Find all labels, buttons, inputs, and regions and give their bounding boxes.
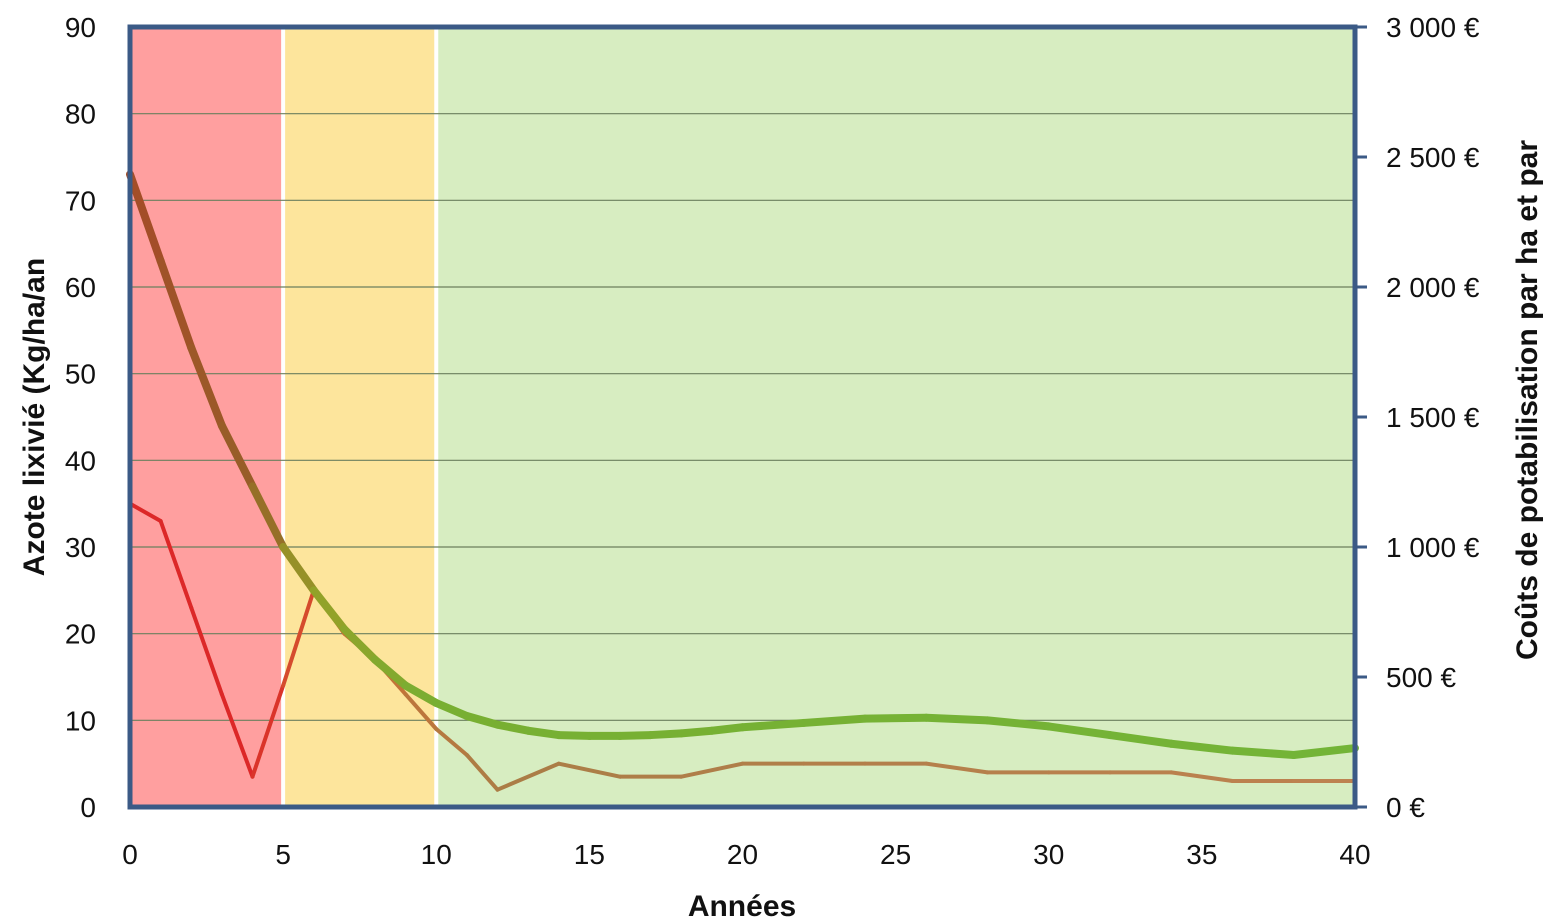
zone-1 (283, 27, 437, 807)
series-0-segment-1 (158, 519, 194, 610)
series-0-segment-11 (464, 753, 500, 792)
series-0-segment-4 (250, 683, 286, 779)
y-left-tick-label: 10 (65, 705, 96, 736)
y-left-tick-label: 60 (65, 272, 96, 303)
series-1 (126, 170, 1359, 759)
y-right-tick-label: 1 000 € (1386, 532, 1480, 563)
series-1-segment-19 (707, 723, 747, 735)
y-left-tick-label: 40 (65, 445, 96, 476)
x-tick-label: 25 (880, 839, 911, 870)
x-tick-label: 35 (1186, 839, 1217, 870)
left-axis-title: Azote lixivié (Kg/ha/an (18, 258, 51, 576)
zone-0 (130, 27, 284, 807)
zone-2 (436, 27, 1355, 807)
x-tick-label: 10 (421, 839, 452, 870)
y-left-tick-label: 90 (65, 12, 96, 43)
series-1-segment-12 (493, 720, 533, 735)
series-0-segment-19 (924, 761, 990, 775)
series-1-segment-8 (371, 655, 410, 690)
x-tick-label: 40 (1339, 839, 1370, 870)
y-right-tick-label: 500 € (1386, 662, 1456, 693)
x-tick-label: 30 (1033, 839, 1064, 870)
series-0-segment-12 (495, 761, 561, 792)
series-0-segment-9 (403, 692, 439, 731)
y-right-tick-label: 1 500 € (1386, 402, 1480, 433)
x-axis-ticks: 0 5 10 15 20 25 30 35 40 (122, 839, 1370, 870)
series-1-segment-22 (861, 713, 931, 723)
series-1-segment-4 (248, 482, 288, 551)
series-0-segment-0 (128, 501, 163, 523)
y-right-tick-label: 3 000 € (1386, 12, 1480, 43)
series-1-segment-0 (126, 170, 165, 265)
background-zones (130, 27, 1355, 807)
series-0-segment-13 (556, 761, 622, 779)
series-0-segment-3 (219, 692, 255, 779)
series-1-segment-28 (1228, 746, 1298, 759)
x-axis-title: Années (688, 890, 796, 923)
x-tick-label: 15 (574, 839, 605, 870)
series-1-segment-27 (1167, 739, 1237, 755)
left-axis-ticks: 0 10 20 30 40 50 60 70 80 90 (65, 12, 96, 823)
series-1-segment-25 (1044, 722, 1114, 740)
y-right-tick-label: 2 500 € (1386, 142, 1480, 173)
series-1-segment-7 (340, 625, 379, 664)
y-left-tick-label: 30 (65, 532, 96, 563)
series-1-segment-17 (646, 729, 686, 740)
series-1-segment-13 (524, 726, 563, 740)
series-1-segment-21 (799, 714, 869, 727)
series-0 (128, 501, 1357, 792)
series-1-segment-20 (738, 718, 808, 732)
series-1-segment-26 (1106, 731, 1176, 748)
y-left-tick-label: 0 (80, 792, 96, 823)
right-axis-ticks: 0 € 500 € 1 000 € 1 500 € 2 000 € 2 500 € 3 00… (1355, 12, 1480, 823)
series-1-segment-23 (922, 713, 992, 725)
y-right-tick-label: 0 € (1386, 792, 1425, 823)
x-tick-label: 5 (275, 839, 291, 870)
series-1-segment-29 (1289, 744, 1359, 759)
series-1-segment-16 (616, 731, 655, 740)
y-left-tick-label: 80 (65, 99, 96, 130)
y-left-tick-label: 50 (65, 359, 96, 390)
series-0-segment-2 (189, 605, 224, 697)
series-1-segment-3 (217, 421, 257, 491)
series-1-segment-9 (401, 681, 441, 707)
gridlines (130, 113, 1355, 721)
series-0-segment-23 (1169, 770, 1235, 783)
series-1-segment-10 (432, 699, 471, 720)
right-axis-title: Coûts de potabilisation par ha et par (1511, 140, 1544, 660)
series-lines (126, 170, 1359, 792)
series-1-segment-18 (677, 726, 716, 738)
series-0-segment-10 (434, 727, 469, 757)
series-1-segment-11 (462, 712, 502, 729)
series-0-segment-5 (281, 588, 316, 688)
y-left-tick-label: 20 (65, 619, 96, 650)
series-1-segment-5 (279, 543, 318, 595)
x-tick-label: 0 (122, 839, 138, 870)
series-0-segment-15 (679, 761, 745, 779)
y-left-tick-label: 70 (65, 185, 96, 216)
x-tick-label: 20 (727, 839, 758, 870)
series-1-segment-14 (554, 731, 594, 740)
series-1-segment-2 (187, 343, 226, 430)
y-right-tick-label: 2 000 € (1386, 272, 1480, 303)
series-1-segment-24 (983, 716, 1053, 731)
series-1-segment-1 (156, 257, 196, 352)
series-1-segment-6 (309, 586, 349, 634)
